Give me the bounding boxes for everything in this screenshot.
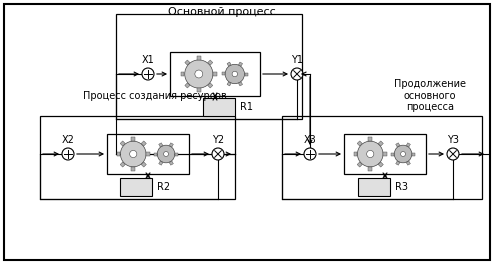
Bar	[116, 14, 302, 119]
Circle shape	[401, 152, 406, 157]
Bar	[154, 153, 157, 155]
Bar	[185, 83, 190, 88]
Bar	[181, 72, 184, 76]
Bar	[120, 141, 125, 146]
Bar	[222, 73, 225, 76]
Bar	[245, 73, 247, 76]
Circle shape	[157, 145, 175, 163]
Bar	[131, 167, 135, 171]
Circle shape	[291, 68, 303, 80]
Bar	[406, 143, 411, 147]
Bar	[239, 82, 243, 86]
Text: R3: R3	[395, 182, 408, 192]
Bar	[354, 152, 357, 156]
Bar	[120, 162, 125, 167]
Bar	[117, 152, 120, 156]
Circle shape	[304, 148, 316, 160]
Bar	[146, 152, 150, 156]
Text: X3: X3	[304, 135, 316, 145]
Bar	[396, 143, 400, 147]
Bar	[120, 178, 152, 196]
Bar	[239, 62, 243, 66]
Text: R1: R1	[240, 102, 253, 112]
Bar	[141, 162, 146, 167]
Bar	[170, 52, 260, 96]
Circle shape	[164, 152, 168, 157]
Bar	[369, 137, 372, 141]
Text: Основной процесс: Основной процесс	[168, 7, 276, 17]
Bar	[412, 153, 415, 155]
Bar	[391, 153, 394, 155]
Circle shape	[142, 68, 154, 80]
Bar	[197, 88, 201, 92]
Bar	[396, 161, 400, 165]
Bar	[107, 134, 189, 174]
Circle shape	[225, 64, 245, 84]
Bar	[369, 167, 372, 171]
Circle shape	[129, 150, 137, 158]
Bar	[282, 116, 482, 199]
Circle shape	[212, 148, 224, 160]
Bar	[383, 152, 387, 156]
Text: R2: R2	[157, 182, 170, 192]
Circle shape	[121, 141, 146, 167]
Bar	[40, 116, 235, 199]
Bar	[227, 62, 231, 66]
Bar	[358, 178, 390, 196]
Text: X1: X1	[142, 55, 154, 65]
Circle shape	[394, 145, 412, 163]
Text: Продолжение
основного
процесса: Продолжение основного процесса	[394, 79, 466, 112]
Circle shape	[367, 150, 374, 158]
Circle shape	[358, 141, 383, 167]
Bar	[159, 161, 163, 165]
Bar	[141, 141, 146, 146]
Circle shape	[232, 71, 238, 77]
Bar	[207, 83, 213, 88]
Bar	[344, 134, 426, 174]
Text: Y3: Y3	[447, 135, 459, 145]
Bar	[378, 141, 383, 146]
Bar	[159, 143, 163, 147]
Text: X2: X2	[62, 135, 75, 145]
Circle shape	[195, 70, 203, 78]
Bar	[207, 60, 213, 65]
Bar	[203, 98, 235, 116]
Bar	[406, 161, 411, 165]
Circle shape	[447, 148, 459, 160]
Bar	[357, 162, 362, 167]
Bar	[131, 137, 135, 141]
Bar	[213, 72, 217, 76]
Circle shape	[185, 60, 213, 88]
Bar	[175, 153, 178, 155]
Bar	[169, 161, 173, 165]
Bar	[169, 143, 173, 147]
Bar	[227, 82, 231, 86]
Bar	[197, 56, 201, 60]
Text: Y1: Y1	[291, 55, 303, 65]
Bar	[357, 141, 362, 146]
Text: Процесс создания ресурсов: Процесс создания ресурсов	[83, 91, 227, 101]
Bar	[378, 162, 383, 167]
Text: Y2: Y2	[212, 135, 224, 145]
Circle shape	[62, 148, 74, 160]
Bar	[185, 60, 190, 65]
